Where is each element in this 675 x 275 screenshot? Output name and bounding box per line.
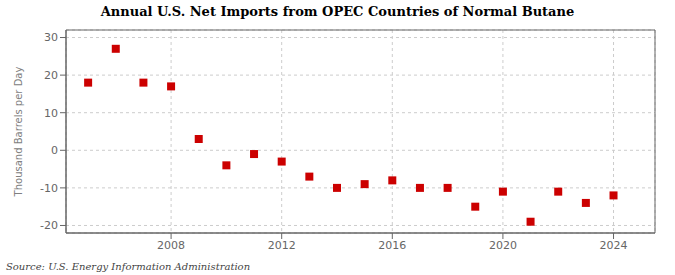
- svg-text:2020: 2020: [489, 239, 517, 252]
- svg-text:20: 20: [44, 69, 58, 82]
- svg-text:-20: -20: [40, 219, 58, 232]
- svg-text:-10: -10: [40, 182, 58, 195]
- svg-text:2024: 2024: [600, 239, 628, 252]
- svg-text:30: 30: [44, 31, 58, 44]
- svg-text:0: 0: [51, 144, 58, 157]
- svg-text:Thousand Barrels per Day: Thousand Barrels per Day: [13, 67, 24, 198]
- svg-text:2016: 2016: [378, 239, 406, 252]
- svg-text:2012: 2012: [268, 239, 296, 252]
- svg-text:2008: 2008: [157, 239, 185, 252]
- html-text:Annual U.S. Net Imports from O: Annual U.S. Net Imports from OPEC Countr…: [100, 4, 575, 19]
- html-text:Source: U.S. Energy Informatio: Source: U.S. Energy Information Administ…: [6, 261, 251, 272]
- svg-text:10: 10: [44, 107, 58, 120]
